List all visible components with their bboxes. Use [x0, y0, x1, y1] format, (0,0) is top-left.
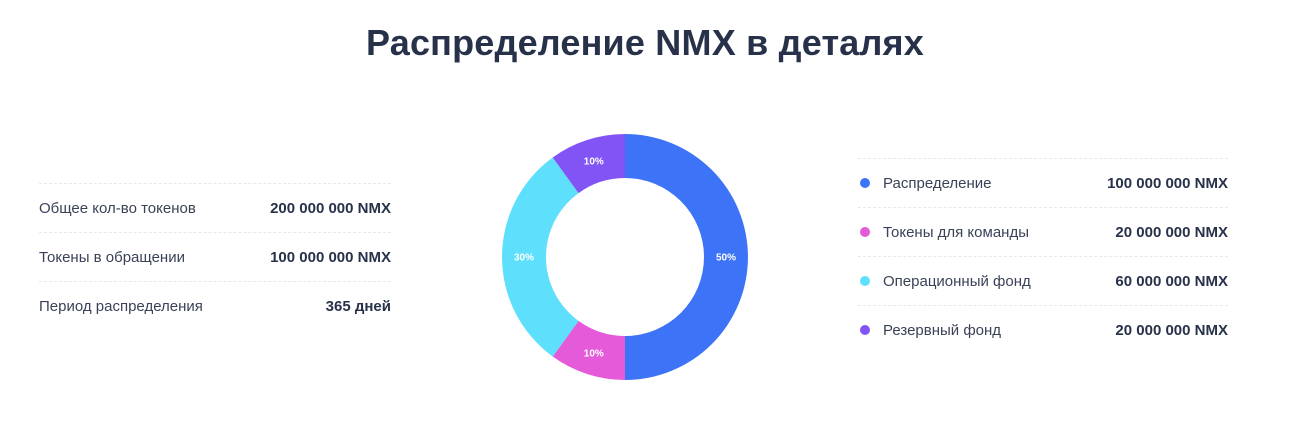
- legend-item-operational: Операционный фонд 60 000 000 NMX: [858, 256, 1228, 305]
- token-stats: Общее кол-во токенов 200 000 000 NMX Ток…: [39, 183, 391, 330]
- page-title: Распределение NMX в деталях: [365, 22, 924, 63]
- slice-distribution: [625, 134, 748, 380]
- stat-label: Общее кол-во токенов: [39, 199, 196, 217]
- legend-value: 20 000 000 NMX: [1115, 321, 1228, 339]
- stat-value: 200 000 000 NMX: [270, 199, 391, 217]
- stat-label: Токены в обращении: [39, 248, 185, 266]
- stat-row-period: Период распределения 365 дней: [39, 281, 391, 330]
- slice-percent-label: 10%: [584, 156, 604, 167]
- legend-label: Распределение: [883, 174, 992, 192]
- legend-item-reserve: Резервный фонд 20 000 000 NMX: [858, 305, 1228, 354]
- legend-dot: [860, 276, 870, 286]
- stat-value: 365 дней: [325, 297, 391, 315]
- stat-label: Период распределения: [39, 297, 203, 315]
- legend-dot: [860, 178, 870, 188]
- slice-percent-label: 50%: [716, 253, 736, 264]
- legend-label: Резервный фонд: [883, 321, 1002, 339]
- chart-legend: Распределение 100 000 000 NMX Токены для…: [858, 158, 1228, 354]
- slice-percent-label: 30%: [514, 253, 534, 264]
- legend-value: 60 000 000 NMX: [1115, 272, 1228, 290]
- legend-label: Операционный фонд: [883, 272, 1031, 290]
- legend-value: 20 000 000 NMX: [1115, 223, 1228, 241]
- legend-item-distribution: Распределение 100 000 000 NMX: [858, 158, 1228, 207]
- stat-row-total: Общее кол-во токенов 200 000 000 NMX: [39, 183, 391, 232]
- stat-value: 100 000 000 NMX: [270, 248, 391, 266]
- distribution-donut-chart: 50% 10% 30% 10%: [502, 134, 748, 380]
- legend-value: 100 000 000 NMX: [1107, 174, 1228, 192]
- slice-reserve: [552, 134, 625, 194]
- slice-percent-label: 10%: [584, 349, 604, 360]
- legend-item-team: Токены для команды 20 000 000 NMX: [858, 207, 1228, 256]
- slice-operational: [502, 157, 579, 357]
- legend-dot: [860, 325, 870, 335]
- legend-dot: [860, 227, 870, 237]
- slice-team: [552, 320, 625, 380]
- donut-svg: 50% 10% 30% 10%: [502, 134, 748, 380]
- legend-label: Токены для команды: [883, 223, 1029, 241]
- stat-row-circulating: Токены в обращении 100 000 000 NMX: [39, 232, 391, 281]
